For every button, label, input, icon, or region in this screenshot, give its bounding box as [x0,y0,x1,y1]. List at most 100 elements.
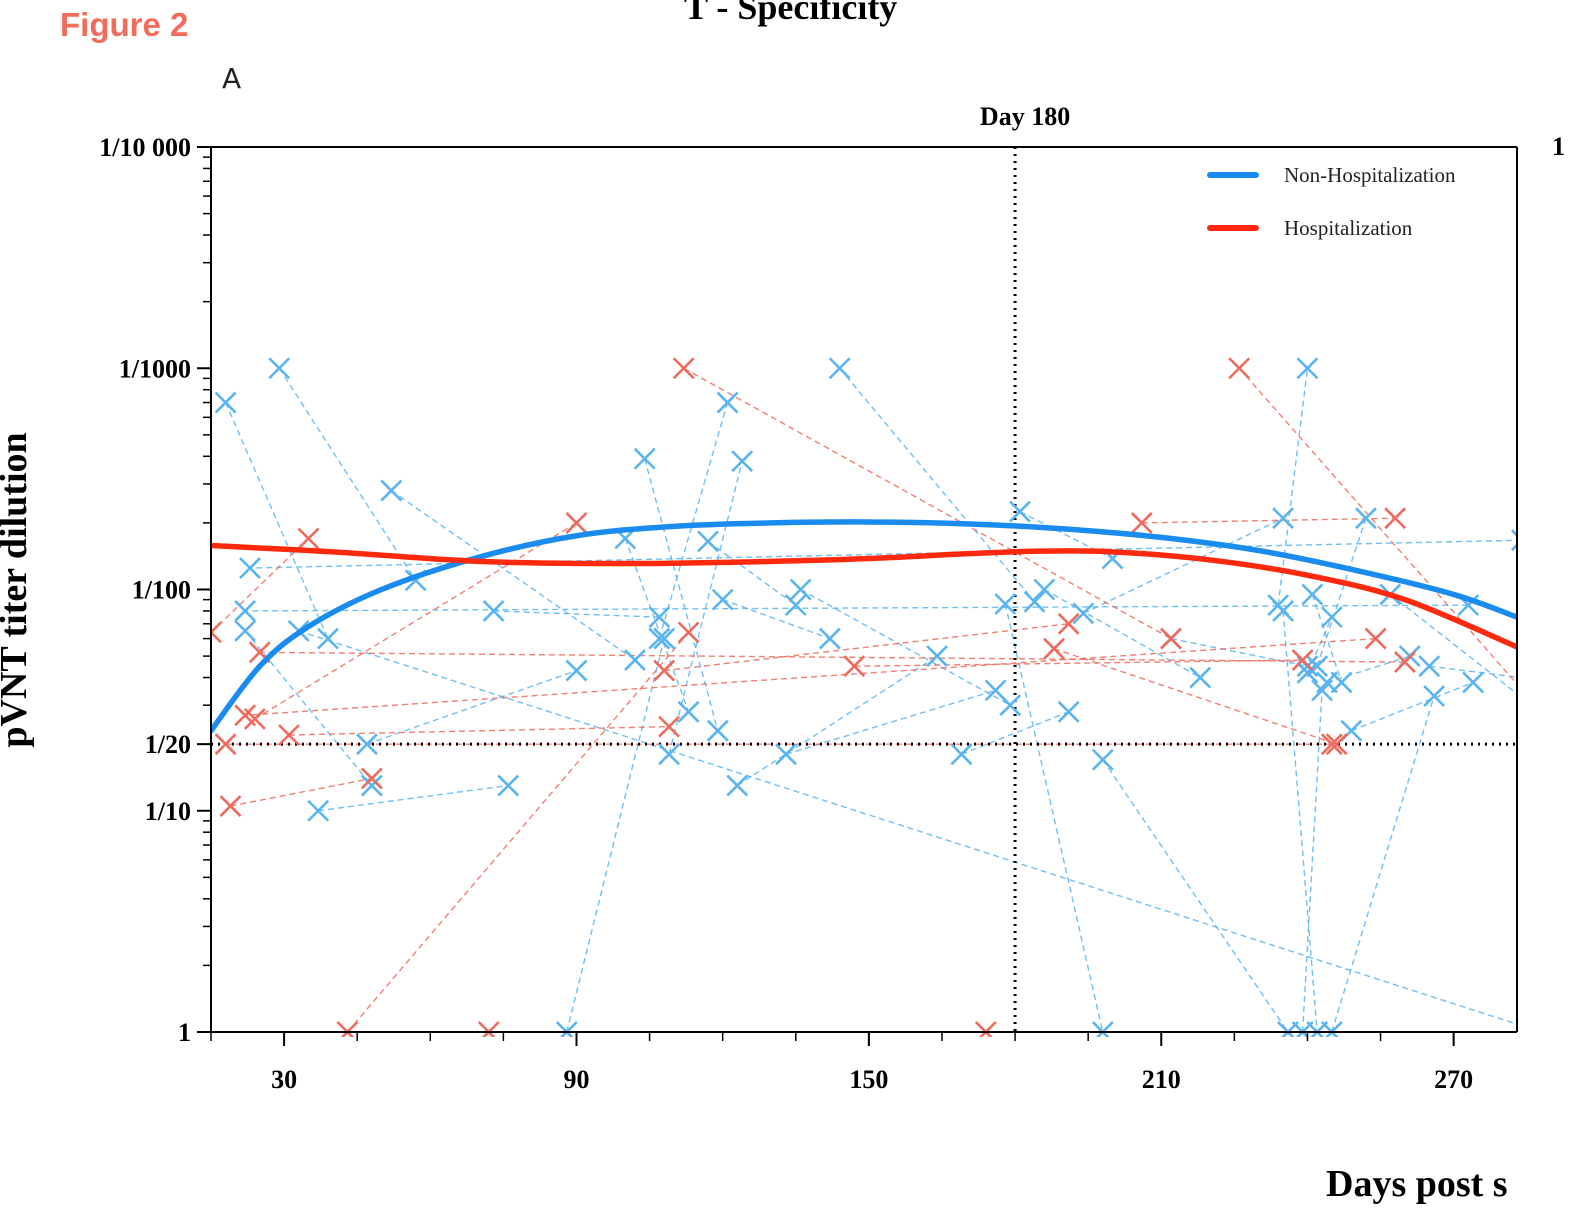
connecting-line [288,725,670,736]
connecting-line [1082,517,1284,615]
x-tick-label: 30 [271,1065,297,1094]
non-hospitalization-point [784,594,807,617]
non-hospitalization-point [624,649,646,671]
non-hospitalization-point [1272,600,1295,622]
y-tick-label: 1/1000 [119,354,191,383]
non-hospitalization-point [1418,655,1441,678]
connecting-line [245,637,1376,717]
connecting-line [1004,603,1104,1033]
non-hospitalization-point [677,700,700,723]
non-hospitalization-point [356,733,378,756]
chart-title: T - Specificity [684,0,898,27]
non-hospitalization-point [1462,671,1485,694]
x-axis-title: Days post s [1326,1163,1508,1205]
non-hospitalization-point [565,659,588,682]
hospitalization-point [653,659,676,682]
connecting-line [1102,759,1289,1033]
non-hospitalization-point [716,391,739,414]
connecting-line [800,588,1011,706]
connecting-line [839,367,1036,603]
non-hospitalization-point [818,627,841,650]
hospitalization-point [1228,357,1251,380]
legend-label: Hospitalization [1284,216,1413,240]
non-hospitalization-point [828,357,851,380]
non-hospitalization-point [731,450,754,473]
non-hospitalization-point [697,530,719,553]
non-hospitalization-point [317,627,339,650]
x-tick-label: 270 [1434,1065,1473,1094]
non-hospitalization-point [1355,507,1377,530]
hospitalization-point [1291,649,1314,671]
non-hospitalization-point [380,479,403,502]
non-hospitalization-point [268,357,291,380]
hospitalization-point [677,621,700,644]
x-tick-label: 210 [1142,1065,1181,1094]
y-tick-label: 1 [178,1018,191,1047]
non-hospitalization-fit-curve [211,519,1517,734]
connecting-line [254,522,577,720]
hospitalization-point [211,621,222,644]
connecting-line [1238,367,1517,685]
non-hospitalization-point [1272,507,1295,530]
connecting-line [1019,510,1113,560]
connecting-line [1326,655,1411,684]
non-hospitalization-point [214,391,237,414]
non-hospitalization-point [1189,666,1212,689]
non-hospitalization-point [307,799,330,822]
non-hospitalization-point [1057,700,1080,723]
non-hospitalization-point [1072,602,1095,625]
non-hospitalization-point [1551,672,1571,692]
hospitalization-point [1160,627,1182,650]
non-hospitalization-point [360,774,383,797]
hospitalization-point [1384,507,1407,530]
non-hospitalization-point [726,774,749,797]
connecting-line [318,784,509,812]
connecting-line [1429,665,1517,678]
hospitalization-point [1364,627,1387,650]
y-axis-title: pVNT titer dilution [0,432,35,747]
non-hospitalization-point [658,743,680,766]
connecting-line [1170,637,1308,667]
connecting-line [1351,681,1474,732]
hospitalization-point [1541,713,1561,733]
hospitalization-point [565,511,588,534]
connecting-line [707,540,797,606]
legend-label: Non-Hospitalization [1284,163,1456,187]
y-tick-label: 1/10 000 [99,133,191,162]
hospitalization-point [1320,733,1343,756]
non-hospitalization-point [926,645,949,668]
connecting-line [664,623,1069,672]
hospitalization-point [219,795,242,817]
connecting-line [1141,517,1396,524]
non-hospitalization-point [1301,583,1324,606]
connecting-line [245,604,1469,612]
connecting-line [736,655,938,787]
hospitalization-point [658,715,680,738]
connecting-line [298,630,1517,1025]
connecting-line [722,598,831,640]
connecting-line [1301,690,1323,1033]
connecting-line [854,659,1303,667]
non-hospitalization-point [706,719,729,742]
non-hospitalization-point [1510,529,1517,552]
non-hospitalization-point [789,578,812,601]
hospitalization-point [243,708,266,730]
connecting-line [366,669,577,745]
non-hospitalization-point [653,627,676,650]
non-hospitalization-point [1009,500,1031,523]
hospitalization-point [1325,733,1348,756]
x-tick-label: 90 [563,1065,589,1094]
non-hospitalization-point [1330,671,1353,694]
hospitalization-point [1130,511,1153,534]
hospitalization-point [672,357,695,380]
non-hospitalization-point [633,447,656,470]
non-hospitalization-point [482,600,505,622]
connecting-line [683,367,1172,640]
connecting-line [278,367,417,581]
connecting-line [566,638,665,1033]
hospitalization-point [278,724,300,746]
non-hospitalization-point [648,627,671,650]
connecting-line [346,631,690,1033]
day-180-label: Day 180 [980,102,1070,131]
